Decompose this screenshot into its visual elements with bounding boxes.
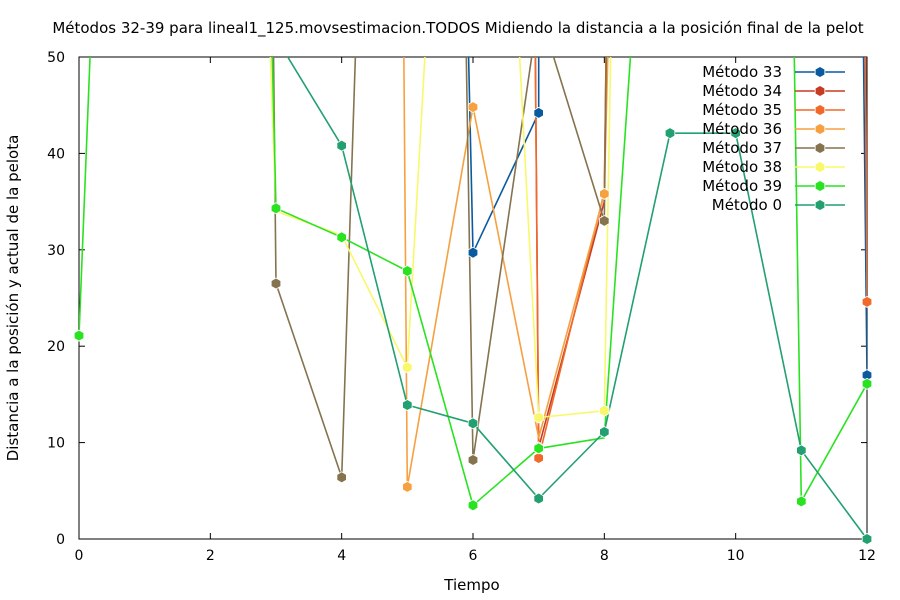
data-point <box>270 277 282 290</box>
legend-marker-5 <box>814 161 826 173</box>
data-point <box>730 127 741 140</box>
data-point <box>533 442 544 455</box>
data-point <box>533 492 544 505</box>
legend-label-2: Método 35 <box>702 101 782 119</box>
data-point <box>270 202 282 215</box>
legend-marker-3 <box>814 123 826 135</box>
legend-label-5: Método 38 <box>702 158 782 176</box>
legend-label-7: Método 0 <box>712 196 782 214</box>
data-point <box>533 452 544 464</box>
data-point <box>599 426 610 438</box>
legend-marker-7 <box>814 199 826 211</box>
data-point <box>861 377 873 390</box>
x-tick-label: 4 <box>337 548 346 564</box>
data-point <box>467 417 479 430</box>
series-line-4 <box>272 57 608 479</box>
legend-label-0: Método 33 <box>702 63 782 81</box>
data-point <box>73 329 85 342</box>
series-line-1 <box>534 57 867 449</box>
legend-marker-6 <box>814 180 826 192</box>
axes: 0 2 4 6 8 10 12 0 10 20 30 40 50 <box>47 50 876 564</box>
series-line-7 <box>286 57 867 539</box>
y-tick-label: 0 <box>56 532 65 548</box>
data-point <box>599 214 610 227</box>
x-tick-label: 6 <box>469 548 478 564</box>
x-tick-label: 12 <box>858 548 876 564</box>
data-point <box>467 246 479 259</box>
data-point <box>467 499 479 512</box>
series-line-5 <box>269 57 612 419</box>
data-point <box>664 127 676 140</box>
x-tick-label: 0 <box>75 548 84 564</box>
data-point <box>336 471 347 484</box>
series-line-0 <box>467 57 867 376</box>
data-point <box>533 411 544 424</box>
data-point <box>796 444 807 457</box>
data-point <box>599 187 610 200</box>
x-tick-label: 10 <box>727 548 745 564</box>
y-tick-label: 40 <box>47 146 65 162</box>
data-point <box>861 295 873 308</box>
series-line-2 <box>534 57 867 459</box>
y-tick-label: 10 <box>47 436 65 452</box>
data-point <box>336 139 347 152</box>
series-line-3 <box>403 57 609 488</box>
y-tick-label: 50 <box>47 50 65 66</box>
data-point <box>402 265 413 277</box>
data-point <box>599 404 610 417</box>
legend-marker-0 <box>814 66 826 78</box>
data-point <box>467 101 479 114</box>
x-tick-label: 8 <box>600 548 609 564</box>
x-axis-label: Tiempo <box>443 576 499 594</box>
legend-label-4: Método 37 <box>702 139 782 157</box>
legend-marker-1 <box>814 85 826 97</box>
data-point <box>796 495 807 508</box>
data-point <box>533 106 544 119</box>
chart-title: Métodos 32-39 para lineal1_125.movsestim… <box>52 19 863 38</box>
x-tick-label: 2 <box>206 548 215 564</box>
legend-label-1: Método 34 <box>702 82 782 100</box>
markers-layer <box>73 101 873 545</box>
y-axis-label: Distancia a la posición y actual de la p… <box>4 135 22 462</box>
data-point <box>336 231 347 244</box>
legend-label-6: Método 39 <box>702 177 782 195</box>
legend-label-3: Método 36 <box>702 120 782 138</box>
data-point <box>861 533 873 545</box>
data-point <box>467 454 479 466</box>
data-point <box>402 399 413 411</box>
y-tick-label: 20 <box>47 339 65 355</box>
data-point <box>402 480 413 493</box>
legend-marker-4 <box>814 142 826 154</box>
y-tick-label: 30 <box>47 243 65 259</box>
data-point <box>402 361 413 374</box>
legend-marker-2 <box>814 104 826 116</box>
